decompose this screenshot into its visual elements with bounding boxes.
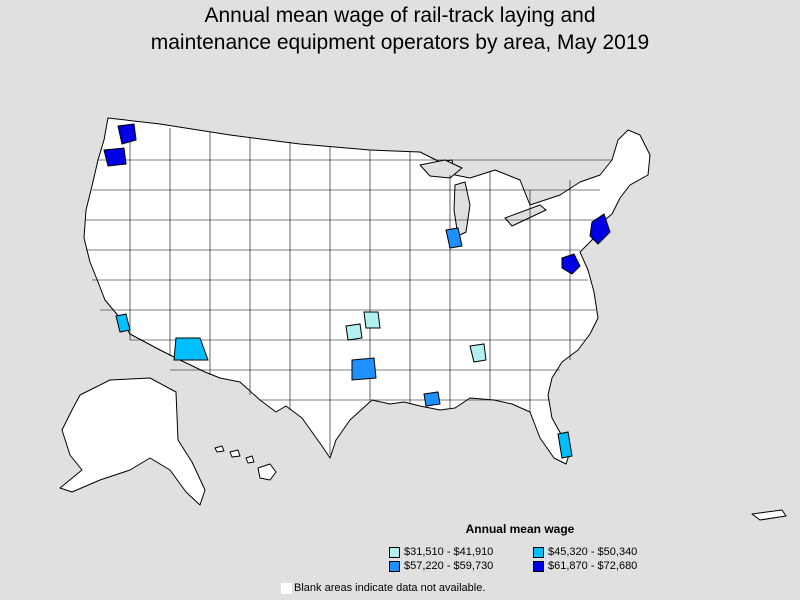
area-los-angeles: [115, 313, 131, 333]
area-south-florida: [557, 431, 573, 459]
legend-swatch-1: [389, 546, 400, 558]
legend-item-3: $57,220 - $59,730: [389, 560, 493, 572]
lake-michigan: [453, 181, 471, 237]
area-jackson: [469, 343, 487, 363]
map-title-line-2: maintenance equipment operators by area,…: [150, 31, 650, 54]
area-dallas: [351, 357, 377, 381]
legend-item-4: $61,870 - $72,680: [533, 560, 637, 572]
legend-label-1: $31,510 - $41,910: [404, 546, 494, 558]
hawaii-islands: [214, 445, 277, 481]
area-new-orleans: [423, 391, 441, 407]
legend-swatch-2: [533, 546, 544, 558]
area-new-york: [589, 213, 611, 245]
data-availability-note: Blank areas indicate data not available.: [281, 582, 485, 594]
legend-label-3: $57,220 - $59,730: [404, 560, 494, 572]
legend-swatch-3: [389, 560, 400, 572]
legend-title: Annual mean wage: [465, 522, 575, 536]
area-portland: [103, 147, 127, 167]
alaska: [59, 377, 206, 506]
map-title: Annual mean wage of rail-track laying an…: [0, 2, 800, 56]
legend-swatch-4: [533, 560, 544, 572]
map-title-line-1: Annual mean wage of rail-track laying an…: [204, 4, 596, 27]
area-phoenix: [173, 337, 209, 361]
area-seattle: [117, 123, 137, 145]
lake-superior: [419, 159, 463, 179]
legend-label-2: $45,320 - $50,340: [548, 546, 638, 558]
area-kansas-nonmetro: [363, 311, 381, 329]
lake-erie: [504, 204, 547, 227]
legend-item-1: $31,510 - $41,910: [389, 546, 493, 558]
blank-area-swatch: [281, 582, 292, 594]
area-wichita: [345, 323, 363, 341]
legend-item-2: $45,320 - $50,340: [533, 546, 637, 558]
puerto-rico: [751, 509, 787, 521]
note-text: Blank areas indicate data not available.: [294, 582, 486, 594]
legend-label-4: $61,870 - $72,680: [548, 560, 638, 572]
area-washington: [561, 253, 581, 275]
area-chicago: [445, 227, 463, 249]
